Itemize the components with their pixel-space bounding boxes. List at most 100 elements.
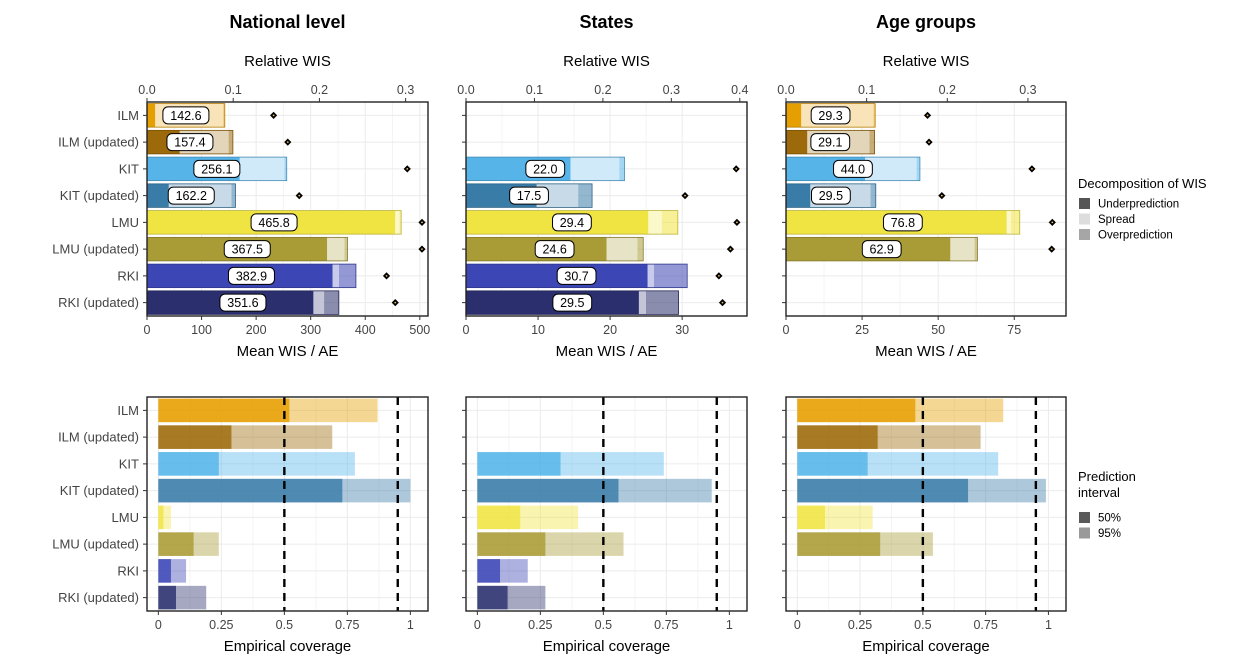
- value-label: 44.0: [841, 162, 865, 176]
- underprediction-bar: [786, 103, 802, 128]
- top-axis: 0.0 0.1 0.2 0.3 0.4 Relative WIS States: [457, 12, 749, 102]
- x-axis: 0 0.25 0.5 0.75 1 Empirical coverage: [155, 611, 414, 655]
- panel-title: National level: [229, 12, 345, 32]
- coverage-50-bar: [158, 559, 171, 583]
- coverage-50-bar: [477, 505, 521, 530]
- panel-frame: [785, 101, 1067, 317]
- bars: 22.0 17.5 29.4 24.6 30.7 29.5: [465, 156, 741, 315]
- x-tick-label: 0: [783, 323, 790, 337]
- value-label: 465.8: [258, 216, 289, 230]
- wis-panel-2: 22.0 17.5 29.4 24.6 30.7 29.5 0 10 20 30 Mean WIS …: [457, 12, 748, 360]
- overprediction-bar: [654, 264, 688, 288]
- x-tick-label: 0.25: [528, 618, 552, 632]
- legend-title: Prediction: [1078, 469, 1136, 484]
- y-axis: [462, 409, 466, 599]
- mean-ae-point-center: [406, 167, 409, 170]
- value-label-box: [250, 213, 298, 232]
- coverage-50-bar: [477, 585, 508, 610]
- overprediction-bar: [324, 290, 339, 315]
- spread-bar: [950, 237, 975, 261]
- overprediction-bar: [870, 183, 876, 208]
- value-label-box: [167, 186, 215, 205]
- x-tick-label: 0: [474, 618, 481, 632]
- coverage-50-bar: [158, 585, 176, 610]
- legends: Decomposition of WIS Underprediction Sprea…: [1078, 176, 1207, 540]
- value-label: 162.2: [176, 189, 207, 203]
- spread-bar: [239, 157, 285, 181]
- category-label: ILM (updated): [58, 430, 139, 445]
- mean-ae-point-center: [1051, 221, 1054, 224]
- x-tick-label: 75: [1007, 323, 1021, 337]
- category-label: KIT (updated): [60, 188, 139, 203]
- value-label: 157.4: [174, 136, 205, 150]
- top-tick-label: 0.1: [858, 83, 875, 97]
- mean-ae-point-center: [421, 221, 423, 224]
- value-label: 22.0: [533, 162, 557, 176]
- category-label: ILM: [117, 403, 139, 418]
- y-axis: ILM ILM (updated) KIT KIT (updated) LMU LMU (…: [52, 108, 147, 310]
- coverage-50-bar: [477, 559, 501, 583]
- top-tick-label: 0.2: [594, 83, 611, 97]
- x-tick-label: 0.25: [848, 618, 872, 632]
- coverage-50-bar: [797, 532, 881, 556]
- value-label-box: [556, 266, 597, 285]
- top-tick-label: 0.0: [457, 83, 474, 97]
- coverage-50-bar: [477, 478, 619, 503]
- mean-ae-point-center: [729, 248, 732, 251]
- x-tick-label: 200: [246, 323, 267, 337]
- value-label-box: [166, 133, 214, 152]
- top-tick-label: 0.0: [138, 83, 155, 97]
- category-label: RKI (updated): [58, 295, 139, 310]
- x-tick-label: 1: [726, 618, 733, 632]
- legend-label: Underprediction: [1098, 199, 1179, 211]
- x-axis-title: Empirical coverage: [224, 638, 352, 655]
- coverage-50-bar: [797, 398, 916, 423]
- mean-ae-point-center: [684, 194, 686, 197]
- panel-frame: [785, 396, 1067, 612]
- x-tick-label: 0: [155, 618, 162, 632]
- coverage-50-bar: [158, 452, 219, 476]
- top-axis-title: Relative WIS: [563, 53, 650, 70]
- grid: [466, 397, 747, 611]
- x-tick-label: 1: [407, 618, 414, 632]
- spread-bar: [1006, 210, 1012, 235]
- value-label-box: [861, 240, 902, 259]
- coverage-panel-2: 0 0.25 0.5 0.75 1 Empirical coverage: [462, 396, 748, 655]
- value-label: 30.7: [564, 269, 588, 283]
- coverage-50-bar: [158, 505, 164, 530]
- top-tick-label: 0.3: [1019, 83, 1036, 97]
- x-tick-label: 25: [855, 323, 869, 337]
- value-label: 29.4: [560, 216, 584, 230]
- panel-frame: [465, 396, 748, 612]
- panel-frame: [465, 101, 748, 317]
- category-label: LMU (updated): [52, 537, 139, 552]
- x-tick-label: 500: [409, 323, 430, 337]
- legend-label: Spread: [1098, 214, 1135, 226]
- overprediction-bar: [339, 264, 356, 288]
- x-axis-title: Empirical coverage: [862, 638, 990, 655]
- x-axis: 0 0.25 0.5 0.75 1 Empirical coverage: [794, 611, 1052, 655]
- coverage-50-bar: [158, 532, 194, 556]
- value-label: 382.9: [236, 269, 267, 283]
- x-tick-label: 0: [144, 323, 151, 337]
- spread-bar: [327, 237, 345, 261]
- value-label: 256.1: [201, 162, 232, 176]
- value-label: 29.5: [560, 296, 584, 310]
- value-label: 62.9: [870, 243, 894, 257]
- overprediction-bar: [344, 237, 348, 261]
- spread-bar: [570, 157, 620, 181]
- overprediction-bar: [399, 210, 402, 235]
- top-axis: 0.0 0.1 0.2 0.3 Relative WIS National level: [138, 12, 414, 102]
- spread-bar: [606, 237, 638, 261]
- coverage-50-bar: [158, 425, 232, 449]
- wis-panel-1: 142.6 157.4 256.1 162.2 465.8 367.5 382.9 351.6…: [52, 12, 430, 360]
- x-tick-label: 300: [300, 323, 321, 337]
- x-axis-title: Mean WIS / AE: [875, 343, 977, 360]
- category-label: LMU: [112, 510, 139, 525]
- value-label: 367.5: [232, 243, 263, 257]
- spread-bar: [638, 290, 647, 315]
- category-label: KIT: [119, 161, 139, 176]
- mean-ae-point-center: [736, 221, 738, 224]
- coverage-50-bar: [477, 452, 561, 476]
- coverage-50-bar: [797, 478, 969, 503]
